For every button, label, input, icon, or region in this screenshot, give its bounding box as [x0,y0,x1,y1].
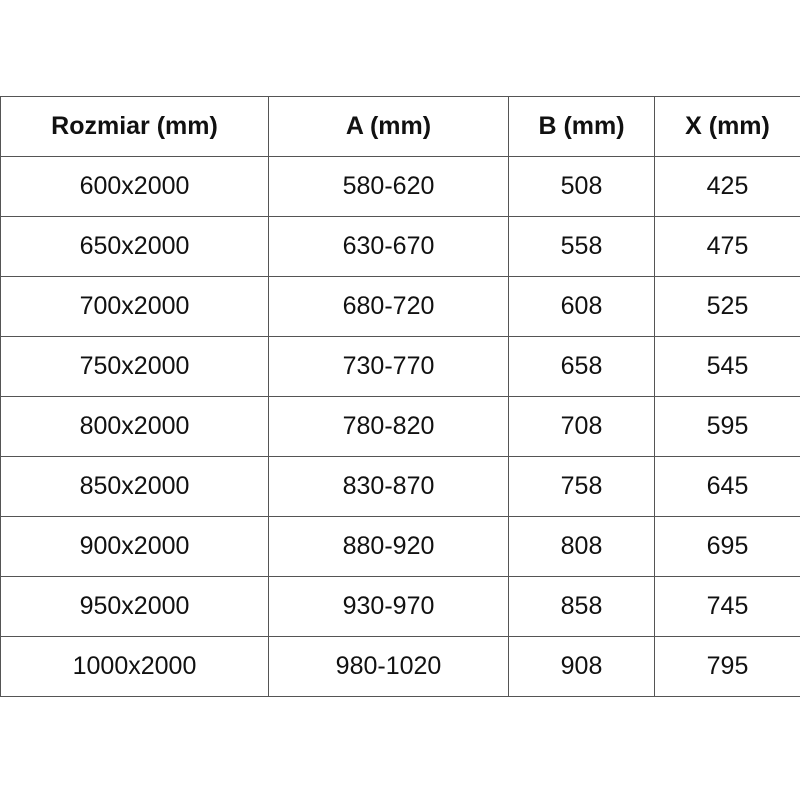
cell-size: 700x2000 [0,276,269,337]
cell-a: 830-870 [268,456,509,517]
table-row: 750x2000 730-770 658 545 [0,336,800,397]
table-row: 900x2000 880-920 808 695 [0,516,800,577]
table-row: 700x2000 680-720 608 525 [0,276,800,337]
header-x: X (mm) [654,96,800,157]
cell-a: 730-770 [268,336,509,397]
table-row: 850x2000 830-870 758 645 [0,456,800,517]
cell-b: 558 [508,216,655,277]
cell-size: 900x2000 [0,516,269,577]
cell-x: 695 [654,516,800,577]
table-row: 800x2000 780-820 708 595 [0,396,800,457]
cell-x: 745 [654,576,800,637]
header-b: B (mm) [508,96,655,157]
cell-size: 650x2000 [0,216,269,277]
cell-b: 708 [508,396,655,457]
size-table: Rozmiar (mm) A (mm) B (mm) X (mm) 600x20… [0,96,800,697]
cell-a: 930-970 [268,576,509,637]
cell-x: 475 [654,216,800,277]
cell-b: 908 [508,636,655,697]
cell-a: 630-670 [268,216,509,277]
table-row: 950x2000 930-970 858 745 [0,576,800,637]
cell-a: 780-820 [268,396,509,457]
cell-a: 880-920 [268,516,509,577]
header-row: Rozmiar (mm) A (mm) B (mm) X (mm) [0,96,800,157]
cell-size: 750x2000 [0,336,269,397]
cell-a: 580-620 [268,156,509,217]
cell-x: 595 [654,396,800,457]
table-row: 650x2000 630-670 558 475 [0,216,800,277]
table-row: 1000x2000 980-1020 908 795 [0,636,800,697]
cell-b: 858 [508,576,655,637]
cell-x: 545 [654,336,800,397]
cell-x: 525 [654,276,800,337]
cell-x: 425 [654,156,800,217]
header-a: A (mm) [268,96,509,157]
cell-a: 980-1020 [268,636,509,697]
cell-size: 600x2000 [0,156,269,217]
cell-b: 608 [508,276,655,337]
header-size: Rozmiar (mm) [0,96,269,157]
cell-x: 645 [654,456,800,517]
cell-b: 508 [508,156,655,217]
cell-b: 658 [508,336,655,397]
cell-x: 795 [654,636,800,697]
cell-size: 950x2000 [0,576,269,637]
cell-size: 850x2000 [0,456,269,517]
cell-size: 1000x2000 [0,636,269,697]
cell-b: 808 [508,516,655,577]
cell-size: 800x2000 [0,396,269,457]
cell-b: 758 [508,456,655,517]
cell-a: 680-720 [268,276,509,337]
table-row: 600x2000 580-620 508 425 [0,156,800,217]
